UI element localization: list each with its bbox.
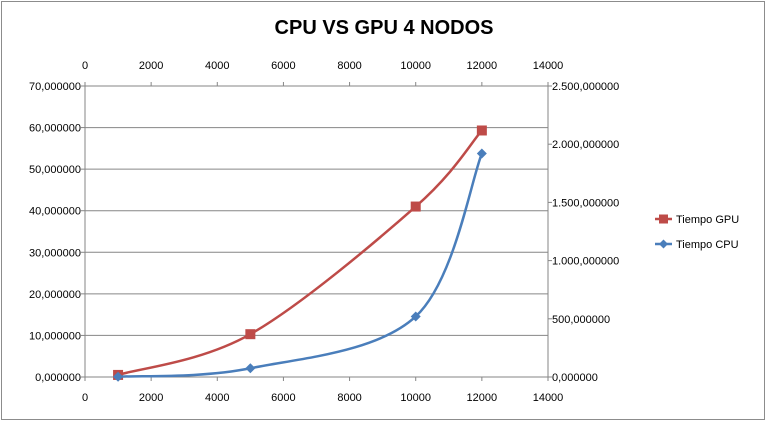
data-point-square: [245, 329, 256, 340]
y-left-tick-label: 0,000000: [35, 372, 81, 384]
y-left-tick-label: 20,000000: [29, 289, 81, 301]
tick-labels: 0,000000 10,000000 20,000000 30,000000 40,00…: [29, 60, 619, 404]
y-left-tick-label: 60,000000: [29, 123, 81, 135]
x-top-tick-label: 12000: [467, 60, 498, 72]
grid: [85, 85, 548, 336]
y-left-tick-label: 40,000000: [29, 206, 81, 218]
x-top-tick-label: 4000: [205, 60, 229, 72]
legend: Tiempo GPU Tiempo CPU: [655, 214, 739, 251]
x-bottom-tick-label: 10000: [400, 392, 431, 404]
y-right-tick-label: 2.000,000000: [552, 139, 619, 151]
data-point-diamond: [476, 148, 487, 159]
legend-label: Tiempo GPU: [676, 214, 739, 226]
y-right-tick-label: 500,000000: [552, 314, 610, 326]
y-right-tick-label: 2.500,000000: [552, 81, 619, 93]
data-point-square: [476, 125, 487, 136]
y-left-tick-label: 10,000000: [29, 330, 81, 342]
y-right-tick-label: 0,000000: [552, 372, 598, 384]
x-top-tick-label: 0: [82, 60, 88, 72]
legend-item: Tiempo CPU: [655, 239, 739, 251]
x-bottom-tick-label: 2000: [139, 392, 163, 404]
data-point-diamond: [245, 363, 256, 374]
series-tiempo-cpu: [113, 148, 487, 382]
legend-marker-diamond: [659, 239, 668, 249]
x-top-tick-label: 8000: [337, 60, 361, 72]
data-point-diamond: [410, 311, 421, 322]
legend-marker-square: [659, 214, 668, 224]
x-top-tick-label: 2000: [139, 60, 163, 72]
data-point-square: [410, 201, 421, 212]
legend-label: Tiempo CPU: [676, 239, 739, 251]
y-left-tick-label: 30,000000: [29, 247, 81, 259]
series-line: [117, 153, 484, 379]
x-top-tick-label: 14000: [533, 60, 564, 72]
legend-item: Tiempo GPU: [655, 214, 739, 226]
data-point-diamond: [113, 371, 124, 382]
x-bottom-tick-label: 8000: [337, 392, 361, 404]
x-bottom-tick-label: 14000: [533, 392, 564, 404]
x-bottom-tick-label: 12000: [467, 392, 498, 404]
x-top-tick-label: 6000: [271, 60, 295, 72]
chart-title: CPU VS GPU 4 NODOS: [275, 17, 494, 39]
x-bottom-tick-label: 0: [82, 392, 88, 404]
x-bottom-tick-label: 6000: [271, 392, 295, 404]
y-left-tick-label: 50,000000: [29, 164, 81, 176]
series-group: [113, 125, 487, 382]
y-left-tick-label: 70,000000: [29, 81, 81, 93]
y-right-tick-label: 1.500,000000: [552, 197, 619, 209]
x-top-tick-label: 10000: [400, 60, 431, 72]
x-bottom-tick-label: 4000: [205, 392, 229, 404]
y-right-tick-label: 1.000,000000: [552, 256, 619, 268]
series-line: [117, 129, 483, 377]
